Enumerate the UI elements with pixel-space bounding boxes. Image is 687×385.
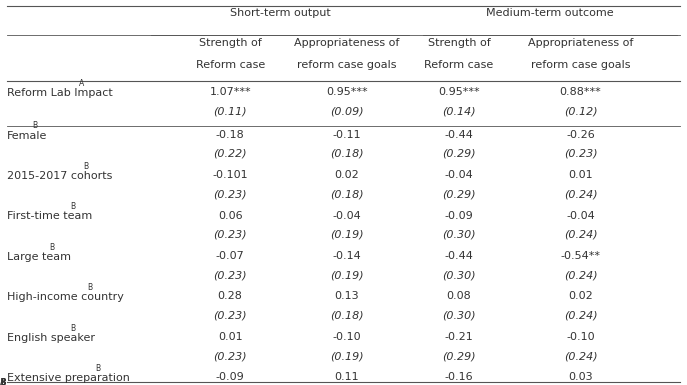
Text: -0.16: -0.16 [444,372,473,382]
Text: (0.12): (0.12) [564,107,597,117]
Text: (0.18): (0.18) [330,311,363,321]
Text: 0.01: 0.01 [218,332,243,342]
Text: (0.23): (0.23) [214,311,247,321]
Text: B: B [70,323,76,333]
Text: (0.23): (0.23) [214,270,247,280]
Text: High-income country: High-income country [7,292,124,302]
Text: English speaker: English speaker [7,333,95,343]
Text: (0.24): (0.24) [564,189,597,199]
Text: (0.23): (0.23) [214,351,247,361]
Text: -0.10: -0.10 [566,332,595,342]
Text: (0.09): (0.09) [330,107,363,117]
Text: Reform case: Reform case [196,60,264,70]
Text: First-time team: First-time team [7,211,92,221]
Text: -0.54**: -0.54** [561,251,600,261]
Text: B: B [83,162,88,171]
Text: -0.101: -0.101 [212,170,248,180]
Text: (0.30): (0.30) [442,311,475,321]
Text: B: B [95,364,101,373]
Text: Large team: Large team [7,252,71,262]
Text: Strength of: Strength of [427,38,491,49]
Text: (0.24): (0.24) [564,311,597,321]
Text: (0.19): (0.19) [330,351,363,361]
Text: B: B [0,378,5,385]
Text: (0.18): (0.18) [330,189,363,199]
Text: -0.44: -0.44 [444,251,473,261]
Text: 0.95***: 0.95*** [438,87,480,97]
Text: (0.30): (0.30) [442,270,475,280]
Text: B: B [0,378,5,385]
Text: -0.10: -0.10 [333,332,361,342]
Text: (0.29): (0.29) [442,189,475,199]
Text: B: B [0,378,5,385]
Text: 0.06: 0.06 [218,211,243,221]
Text: Medium-term outcome: Medium-term outcome [486,8,613,18]
Text: -0.11: -0.11 [333,130,361,140]
Text: Reform Lab Impact: Reform Lab Impact [7,88,113,98]
Text: reform case goals: reform case goals [531,60,630,70]
Text: (0.24): (0.24) [564,230,597,240]
Text: -0.26: -0.26 [566,130,595,140]
Text: (0.29): (0.29) [442,149,475,159]
Text: (0.22): (0.22) [214,149,247,159]
Text: Reform case: Reform case [425,60,493,70]
Text: -0.07: -0.07 [216,251,245,261]
Text: (0.23): (0.23) [214,189,247,199]
Text: (0.24): (0.24) [564,351,597,361]
Text: 0.11: 0.11 [335,372,359,382]
Text: 2015-2017 cohorts: 2015-2017 cohorts [7,171,115,181]
Text: (0.19): (0.19) [330,270,363,280]
Text: 0.03: 0.03 [568,372,593,382]
Text: -0.21: -0.21 [444,332,473,342]
Text: Strength of: Strength of [199,38,262,49]
Text: -0.18: -0.18 [216,130,245,140]
Text: Female: Female [7,131,47,141]
Text: B: B [0,378,5,385]
Text: A: A [0,378,5,385]
Text: B: B [87,283,92,292]
Text: Short-term output: Short-term output [229,8,330,18]
Text: B: B [32,121,37,131]
Text: B: B [0,378,5,385]
Text: 0.95***: 0.95*** [326,87,368,97]
Text: 0.08: 0.08 [447,291,471,301]
Text: B: B [49,243,54,252]
Text: B: B [0,378,5,385]
Text: (0.14): (0.14) [442,107,475,117]
Text: 0.13: 0.13 [335,291,359,301]
Text: A: A [79,79,84,88]
Text: Appropriateness of: Appropriateness of [528,38,633,49]
Text: Extensive preparation: Extensive preparation [7,373,130,383]
Text: (0.23): (0.23) [214,230,247,240]
Text: B: B [0,378,5,385]
Text: 0.02: 0.02 [335,170,359,180]
Text: (0.11): (0.11) [214,107,247,117]
Text: (0.30): (0.30) [442,230,475,240]
Text: -0.44: -0.44 [444,130,473,140]
Text: 0.28: 0.28 [218,291,243,301]
Text: -0.04: -0.04 [566,211,595,221]
Text: (0.24): (0.24) [564,270,597,280]
Text: (0.29): (0.29) [442,351,475,361]
Text: -0.14: -0.14 [333,251,361,261]
Text: -0.04: -0.04 [444,170,473,180]
Text: Appropriateness of: Appropriateness of [294,38,400,49]
Text: 0.02: 0.02 [568,291,593,301]
Text: (0.19): (0.19) [330,230,363,240]
Text: reform case goals: reform case goals [297,60,396,70]
Text: B: B [70,202,76,211]
Text: -0.04: -0.04 [333,211,361,221]
Text: 1.07***: 1.07*** [210,87,251,97]
Text: (0.18): (0.18) [330,149,363,159]
Text: -0.09: -0.09 [216,372,245,382]
Text: 0.88***: 0.88*** [560,87,601,97]
Text: -0.09: -0.09 [444,211,473,221]
Text: (0.23): (0.23) [564,149,597,159]
Text: 0.01: 0.01 [568,170,593,180]
